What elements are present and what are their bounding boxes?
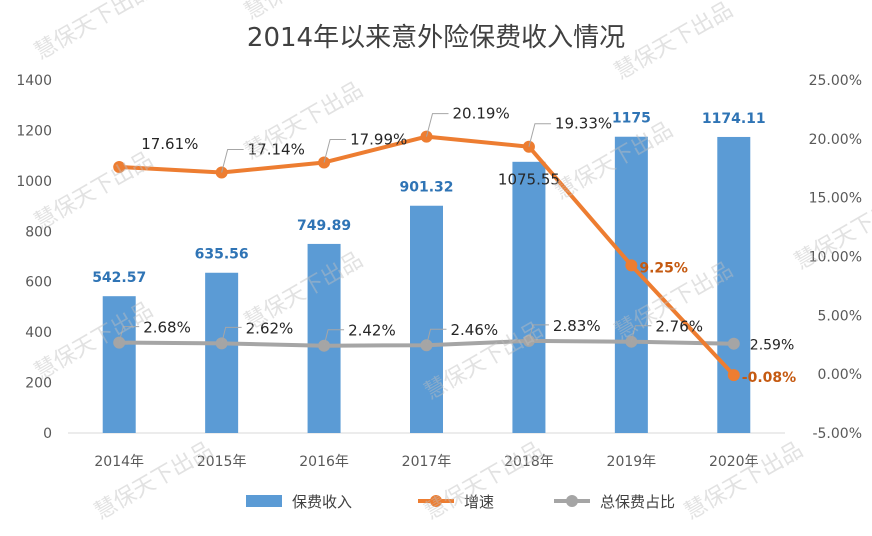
y-left-tick-label: 600 [25, 275, 52, 291]
y-right-tick-label: 20.00% [809, 132, 862, 148]
bar [615, 137, 648, 433]
y-left-tick-label: 0 [43, 426, 52, 442]
watermark-text: 慧保天下出品 [241, 0, 368, 25]
legend-label: 保费收入 [292, 493, 352, 511]
growth-data-label: 9.25% [639, 260, 688, 276]
y-left-tick-label: 1400 [16, 73, 52, 89]
growth-data-label: -0.08% [742, 370, 796, 386]
y-right-tick-label: 5.00% [818, 308, 862, 324]
watermark-text: 慧保天下出品 [421, 438, 548, 526]
share-data-label: 2.42% [348, 322, 396, 340]
bar [512, 162, 545, 433]
share-data-label: 2.83% [553, 317, 601, 335]
watermark-text: 慧保天下出品 [611, 0, 738, 85]
growth-data-label: 17.61% [141, 135, 198, 153]
growth-point [625, 259, 637, 271]
growth-data-label: 17.99% [350, 130, 407, 148]
share-data-label: 2.59% [750, 338, 794, 354]
x-tick-label: 2017年 [402, 454, 452, 470]
bar-data-label: 1175 [612, 111, 651, 127]
bar [205, 273, 238, 433]
x-tick-label: 2014年 [94, 454, 144, 470]
y-left-tick-label: 400 [25, 325, 52, 341]
y-right-tick-label: 0.00% [818, 367, 862, 383]
x-tick-label: 2016年 [299, 454, 349, 470]
watermark-text: 慧保天下出品 [91, 438, 218, 526]
legend-label: 总保费占比 [600, 493, 675, 511]
bar-data-label: 749.89 [297, 218, 351, 234]
bar-data-label: 1174.11 [702, 111, 766, 127]
watermark-text: 慧保天下出品 [31, 0, 158, 65]
growth-point [728, 369, 740, 381]
y-right-tick-label: 15.00% [809, 191, 862, 207]
y-left-tick-label: 1000 [16, 174, 52, 190]
bar-data-label: 901.32 [399, 180, 453, 196]
share-data-label: 2.46% [451, 321, 499, 339]
legend-swatch-bar [246, 495, 282, 507]
growth-data-label: 20.19% [453, 105, 510, 123]
y-left-tick-label: 1200 [16, 123, 52, 139]
x-tick-label: 2019年 [607, 454, 657, 470]
chart-title: 2014年以来意外险保费收入情况 [247, 23, 625, 53]
bar-data-label: 635.56 [195, 247, 249, 263]
share-point [728, 338, 740, 350]
legend-swatch-marker [566, 495, 578, 507]
bar-data-label: 542.57 [92, 270, 146, 286]
watermark-text: 慧保天下出品 [31, 148, 158, 236]
watermark-text: 慧保天下出品 [681, 438, 808, 526]
y-right-tick-label: 25.00% [809, 73, 862, 89]
bar-data-label: 1075.55 [498, 171, 560, 189]
y-right-tick-label: -5.00% [812, 426, 862, 442]
growth-data-label: 19.33% [555, 115, 612, 133]
